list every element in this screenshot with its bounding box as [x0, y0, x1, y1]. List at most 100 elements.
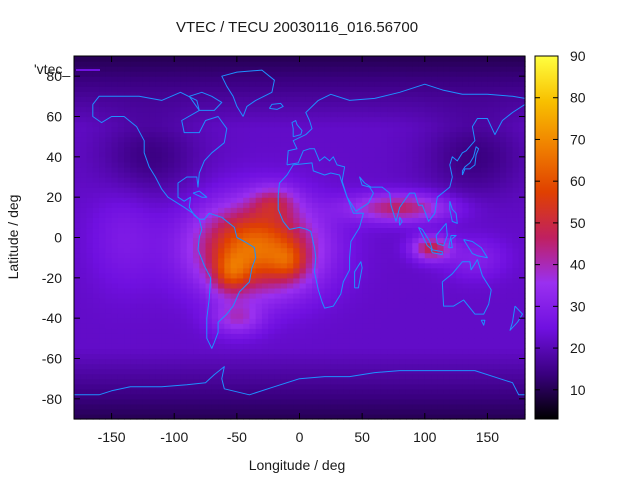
- heatmap-cell: [399, 197, 407, 203]
- heatmap-cell: [142, 76, 150, 82]
- heatmap-cell: [230, 413, 238, 420]
- heatmap-cell: [224, 187, 232, 193]
- heatmap-cell: [136, 338, 144, 344]
- heatmap-cell: [487, 141, 495, 148]
- heatmap-cell: [399, 343, 407, 350]
- heatmap-cell: [167, 388, 175, 395]
- heatmap-cell: [155, 116, 163, 123]
- heatmap-cell: [167, 171, 175, 178]
- heatmap-cell: [274, 328, 282, 334]
- heatmap-cell: [167, 272, 175, 279]
- heatmap-cell: [211, 66, 219, 72]
- heatmap-cell: [324, 126, 332, 133]
- heatmap-cell: [387, 141, 395, 148]
- heatmap-cell: [149, 287, 157, 294]
- heatmap-cell: [86, 237, 94, 244]
- heatmap-cell: [74, 303, 81, 309]
- heatmap-cell: [80, 343, 88, 350]
- heatmap-cell: [412, 177, 420, 183]
- heatmap-cell: [518, 292, 526, 299]
- heatmap-cell: [243, 146, 250, 153]
- heatmap-cell: [218, 363, 225, 370]
- heatmap-cell: [186, 131, 194, 138]
- heatmap-cell: [324, 141, 332, 148]
- heatmap-cell: [387, 247, 395, 254]
- heatmap-cell: [249, 287, 257, 294]
- heatmap-cell: [481, 247, 489, 254]
- heatmap-cell: [499, 232, 507, 239]
- heatmap-cell: [105, 86, 113, 92]
- heatmap-cell: [111, 166, 119, 173]
- heatmap-cell: [236, 267, 244, 274]
- heatmap-cell: [487, 363, 495, 370]
- heatmap-cell: [105, 252, 113, 259]
- heatmap-cell: [174, 303, 182, 309]
- heatmap-cell: [368, 227, 376, 234]
- heatmap-cell: [456, 298, 463, 304]
- heatmap-cell: [193, 146, 200, 153]
- heatmap-cell: [174, 207, 182, 213]
- heatmap-cell: [380, 171, 388, 178]
- heatmap-cell: [136, 146, 144, 153]
- heatmap-cell: [330, 242, 338, 249]
- heatmap-cell: [362, 383, 369, 390]
- heatmap-cell: [299, 393, 307, 400]
- heatmap-cell: [280, 116, 288, 123]
- heatmap-cell: [180, 146, 188, 153]
- heatmap-cell: [343, 348, 351, 355]
- heatmap-cell: [92, 202, 100, 208]
- heatmap-cell: [80, 383, 88, 390]
- heatmap-cell: [117, 363, 125, 370]
- heatmap-cell: [330, 121, 338, 128]
- heatmap-cell: [261, 282, 269, 289]
- heatmap-cell: [274, 217, 282, 223]
- heatmap-cell: [512, 333, 520, 339]
- heatmap-cell: [274, 282, 282, 289]
- heatmap-cell: [99, 252, 106, 259]
- heatmap-cell: [236, 348, 244, 355]
- heatmap-cell: [387, 363, 395, 370]
- heatmap-cell: [117, 126, 125, 133]
- heatmap-cell: [449, 323, 457, 329]
- heatmap-cell: [136, 313, 144, 319]
- heatmap-cell: [92, 182, 100, 188]
- heatmap-cell: [512, 151, 520, 158]
- heatmap-cell: [280, 71, 288, 77]
- heatmap-cell: [405, 368, 413, 375]
- heatmap-cell: [80, 257, 88, 264]
- heatmap-cell: [380, 318, 388, 324]
- heatmap-cell: [412, 182, 420, 188]
- heatmap-cell: [405, 348, 413, 355]
- heatmap-cell: [380, 187, 388, 193]
- heatmap-cell: [186, 141, 194, 148]
- heatmap-cell: [487, 383, 495, 390]
- heatmap-cell: [424, 252, 432, 259]
- heatmap-cell: [499, 383, 507, 390]
- heatmap-cell: [142, 166, 150, 173]
- heatmap-cell: [155, 318, 163, 324]
- heatmap-cell: [86, 323, 94, 329]
- heatmap-cell: [462, 141, 470, 148]
- heatmap-cell: [243, 96, 250, 102]
- heatmap-cell: [99, 303, 106, 309]
- heatmap-cell: [443, 156, 451, 163]
- heatmap-cell: [243, 328, 250, 334]
- heatmap-cell: [449, 197, 457, 203]
- heatmap-cell: [199, 187, 207, 193]
- heatmap-cell: [205, 363, 213, 370]
- heatmap-cell: [355, 217, 363, 223]
- heatmap-cell: [111, 192, 119, 198]
- heatmap-cell: [86, 292, 94, 299]
- heatmap-cell: [387, 171, 395, 178]
- heatmap-cell: [117, 242, 125, 249]
- heatmap-cell: [437, 106, 445, 113]
- heatmap-cell: [474, 388, 482, 395]
- heatmap-cell: [481, 413, 489, 420]
- heatmap-cell: [211, 398, 219, 405]
- heatmap-cell: [74, 328, 81, 334]
- heatmap-cell: [249, 333, 257, 339]
- heatmap-cell: [412, 373, 420, 380]
- heatmap-cell: [149, 101, 157, 108]
- heatmap-cell: [506, 131, 514, 138]
